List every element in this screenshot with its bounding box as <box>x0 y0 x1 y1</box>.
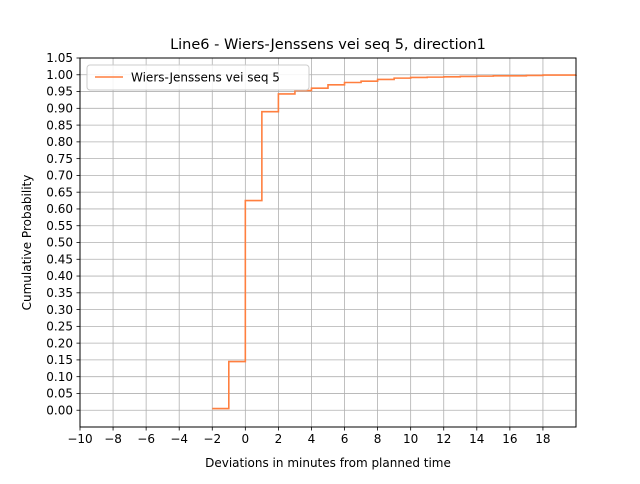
y-tick-label: 0.45 <box>46 252 73 266</box>
legend: Wiers-Jenssens vei seq 5 <box>86 64 310 91</box>
x-tick-label: −2 <box>203 432 221 446</box>
x-tick-label: 18 <box>535 432 550 446</box>
y-tick-label: 0.50 <box>46 236 73 250</box>
x-tick-label: −6 <box>137 432 155 446</box>
x-tick-label: −10 <box>67 432 92 446</box>
series-line-1 <box>212 74 577 410</box>
x-tick-label: 4 <box>308 432 316 446</box>
y-tick-label: 0.15 <box>46 353 73 367</box>
x-tick-label: 12 <box>436 432 451 446</box>
x-tick-label: 10 <box>403 432 418 446</box>
x-axis-label: Deviations in minutes from planned time <box>205 456 451 470</box>
y-tick-label: 0.85 <box>46 118 73 132</box>
y-axis-label: Cumulative Probability <box>20 175 34 311</box>
y-tick-label: 0.35 <box>46 286 73 300</box>
series-layer <box>212 74 577 410</box>
y-axis-ticks: 0.00 0.05 0.10 0.15 0.20 0.25 0.30 0.35 0.40 0.45… <box>46 51 80 417</box>
x-tick-label: 8 <box>374 432 382 446</box>
x-tick-label: 14 <box>469 432 484 446</box>
y-tick-label: 0.75 <box>46 152 73 166</box>
y-tick-label: 0.95 <box>46 85 73 99</box>
y-tick-label: 0.40 <box>46 269 73 283</box>
y-tick-label: 0.65 <box>46 185 73 199</box>
y-tick-label: 0.30 <box>46 303 73 317</box>
y-tick-label: 0.00 <box>46 403 73 417</box>
legend-box <box>86 64 310 91</box>
x-axis-ticks: −10 −8 −6 −4 −2 0 2 4 6 8 10 12 14 16 18 <box>67 427 551 446</box>
y-tick-label: 0.20 <box>46 336 73 350</box>
y-tick-label: 0.10 <box>46 370 73 384</box>
x-tick-label: −8 <box>104 432 122 446</box>
y-tick-label: 0.25 <box>46 320 73 334</box>
y-tick-label: 0.90 <box>46 102 73 116</box>
y-tick-label: 0.05 <box>46 387 73 401</box>
x-tick-label: −4 <box>170 432 188 446</box>
y-tick-label: 0.60 <box>46 202 73 216</box>
chart-title: Line6 - Wiers-Jenssens vei seq 5, direct… <box>170 37 486 53</box>
y-tick-label: 1.05 <box>46 51 73 65</box>
grid <box>79 57 576 427</box>
y-tick-label: 0.70 <box>46 169 73 183</box>
y-tick-label: 0.80 <box>46 135 73 149</box>
y-tick-label: 1.00 <box>46 68 73 82</box>
legend-label: Wiers-Jenssens vei seq 5 <box>131 71 280 85</box>
x-tick-label: 0 <box>242 432 250 446</box>
x-tick-label: 16 <box>502 432 517 446</box>
x-tick-label: 6 <box>341 432 349 446</box>
x-tick-label: 2 <box>275 432 283 446</box>
y-tick-label: 0.55 <box>46 219 73 233</box>
